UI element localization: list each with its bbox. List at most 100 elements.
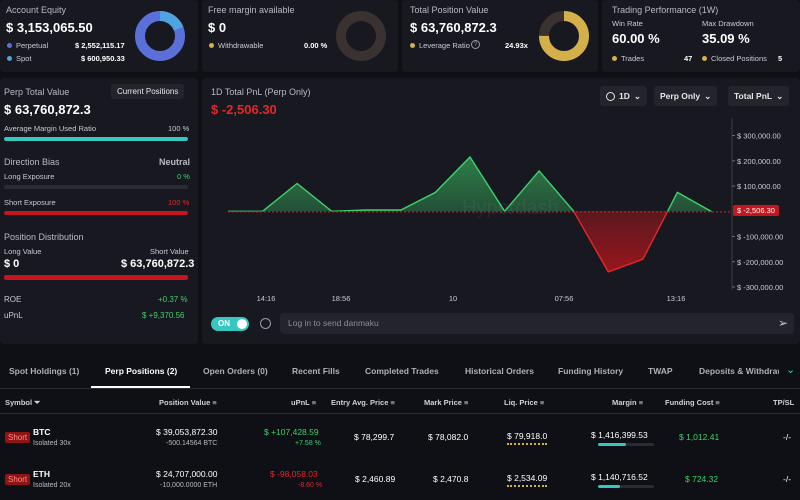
table-header-row [0, 392, 800, 414]
perp-total-value-label: Perp Total Value [4, 87, 70, 97]
danmaku-input[interactable]: Log in to send danmaku ➢ [280, 313, 794, 334]
closed-positions-label: Closed Positions [711, 54, 767, 63]
metric-select-label: Total PnL [734, 91, 773, 101]
tabs-bar [0, 355, 800, 389]
spot-label: Spot [16, 54, 32, 63]
header-mark-price[interactable]: Mark Price ≡ [424, 398, 469, 407]
total-position-card: Total Position Value $ 63,760,872.3 Leve… [402, 0, 598, 72]
tab-completed-trades[interactable]: Completed Trades [365, 366, 439, 376]
closed-positions-value: 5 [778, 54, 783, 63]
trades-dot-icon [612, 56, 617, 61]
spot-dot-icon [7, 56, 12, 61]
chevron-down-icon[interactable]: ⌄ [786, 364, 796, 376]
spot-value: $ 600,950.33 [81, 54, 125, 63]
scope-select[interactable]: Perp Only ⌄ [654, 86, 718, 106]
symbol[interactable]: ETH [33, 469, 50, 479]
position-donut-chart [539, 11, 589, 61]
avg-margin-value: 100 % [168, 124, 190, 133]
sort-icon[interactable]: ≡ [539, 398, 545, 407]
long-exposure-value: 0 % [177, 172, 190, 181]
withdrawable-value: 0.00 % [304, 41, 328, 50]
y-tick-label: $ 300,000.00 [737, 132, 781, 141]
table-row[interactable]: Short ETH Isolated 20x $ 24,707,000.00 -… [0, 460, 800, 500]
header-liq-price[interactable]: Liq. Price ≡ [504, 398, 545, 407]
win-rate-label: Win Rate [612, 19, 643, 28]
x-tick-label: 10 [449, 294, 457, 303]
position-value: $ 24,707,000.00 [156, 469, 218, 479]
danmaku-settings-icon[interactable] [260, 318, 271, 329]
side-badge: Short [5, 432, 31, 443]
long-value: $ 0 [4, 258, 20, 270]
tab-historical-orders[interactable]: Historical Orders [465, 366, 534, 376]
tab-spot-holdings[interactable]: Spot Holdings (1) [9, 366, 80, 376]
current-pnl-tag-text: $ -2,506.30 [737, 206, 775, 215]
y-tick-label: $ -300,000.00 [737, 283, 783, 292]
table-row[interactable]: Short BTC Isolated 30x $ 39,053,872.30 -… [0, 416, 800, 458]
win-rate-value: 60.00 % [612, 31, 660, 46]
pnl-line-positive [228, 155, 713, 212]
short-exposure-value: 100 % [168, 198, 190, 207]
current-positions-button[interactable]: Current Positions [111, 84, 185, 99]
upnl-value: $ +9,370.56 [142, 311, 185, 320]
max-drawdown-value: 35.09 % [702, 31, 750, 46]
funding-cost: $ 724.32 [685, 474, 719, 484]
tpsl[interactable]: -/- [783, 474, 792, 484]
help-icon[interactable]: ? [471, 40, 480, 49]
pnl-chart-title: 1D Total PnL (Perp Only) [211, 87, 311, 97]
equity-donut-chart [135, 11, 185, 61]
chevron-down-icon: ⌄ [776, 90, 784, 101]
send-icon[interactable]: ➢ [777, 316, 788, 330]
position-value: $ 39,053,872.30 [156, 427, 218, 437]
tab-open-orders[interactable]: Open Orders (0) [203, 366, 268, 376]
upnl-value: $ -98,058.03 [270, 469, 318, 479]
leverage-value: 24.93x [505, 41, 528, 50]
y-tick-label: $ 200,000.00 [737, 157, 781, 166]
current-pnl-tag: $ -2,506.30 [733, 205, 779, 216]
sort-icon[interactable]: ≡ [390, 398, 395, 407]
sort-icon[interactable]: ≡ [311, 398, 317, 407]
perpetual-label: Perpetual [16, 41, 49, 50]
margin-bar [598, 485, 654, 488]
trading-performance-label: Trading Performance (1W) [612, 5, 719, 15]
upnl-label: uPnL [4, 311, 23, 320]
sort-icon[interactable]: ≡ [464, 398, 469, 407]
margin-value: $ 1,416,399.53 [591, 430, 648, 440]
liq-distance-bar [507, 485, 547, 487]
period-select[interactable]: 1D ⌄ [600, 86, 647, 106]
filter-icon[interactable]: ⏷ [34, 398, 41, 407]
header-entry-price[interactable]: Entry Avg. Price ≡ [331, 398, 395, 407]
x-tick-label: 14:16 [257, 294, 276, 303]
trades-label: Trades [621, 54, 645, 63]
trades-value: 47 [684, 54, 693, 63]
header-upnl[interactable]: uPnL ≡ [291, 398, 317, 407]
metric-select[interactable]: Total PnL ⌄ [728, 86, 790, 106]
chevron-down-icon: ⌄ [704, 90, 712, 101]
pnl-line-negative [228, 211, 713, 273]
margin-mode: Isolated 20x [33, 482, 71, 489]
tab-funding-history[interactable]: Funding History [558, 366, 624, 376]
tab-deposits-withdraw[interactable]: Deposits & Withdraw [699, 366, 779, 376]
danmaku-placeholder: Log in to send danmaku [288, 318, 379, 328]
header-symbol[interactable]: Symbol ⏷ [5, 398, 41, 407]
tab-twap[interactable]: TWAP [648, 366, 673, 376]
header-funding-cost[interactable]: Funding Cost ≡ [665, 398, 720, 407]
header-position-value[interactable]: Position Value ≡ [159, 398, 217, 407]
symbol[interactable]: BTC [33, 427, 51, 437]
y-tick-label: $ -100,000.00 [737, 233, 783, 242]
position-distribution-label: Position Distribution [4, 232, 84, 242]
active-tab-underline [91, 386, 190, 388]
closed-positions-dot-icon [702, 56, 707, 61]
margin-value: $ 1,140,716.52 [591, 472, 648, 482]
danmaku-toggle[interactable]: ON [211, 317, 249, 331]
avg-margin-bar [4, 137, 188, 141]
sort-icon[interactable]: ≡ [715, 398, 720, 407]
sort-icon[interactable]: ≡ [638, 398, 644, 407]
header-tpsl: TP/SL [773, 398, 795, 407]
tpsl[interactable]: -/- [783, 432, 792, 442]
tab-recent-fills[interactable]: Recent Fills [292, 366, 340, 376]
tab-perp-positions[interactable]: Perp Positions (2) [105, 366, 178, 376]
mark-price: $ 2,470.8 [433, 474, 469, 484]
sort-icon[interactable]: ≡ [212, 398, 217, 407]
header-margin[interactable]: Margin ≡ [612, 398, 644, 407]
chevron-down-icon: ⌄ [633, 90, 641, 101]
